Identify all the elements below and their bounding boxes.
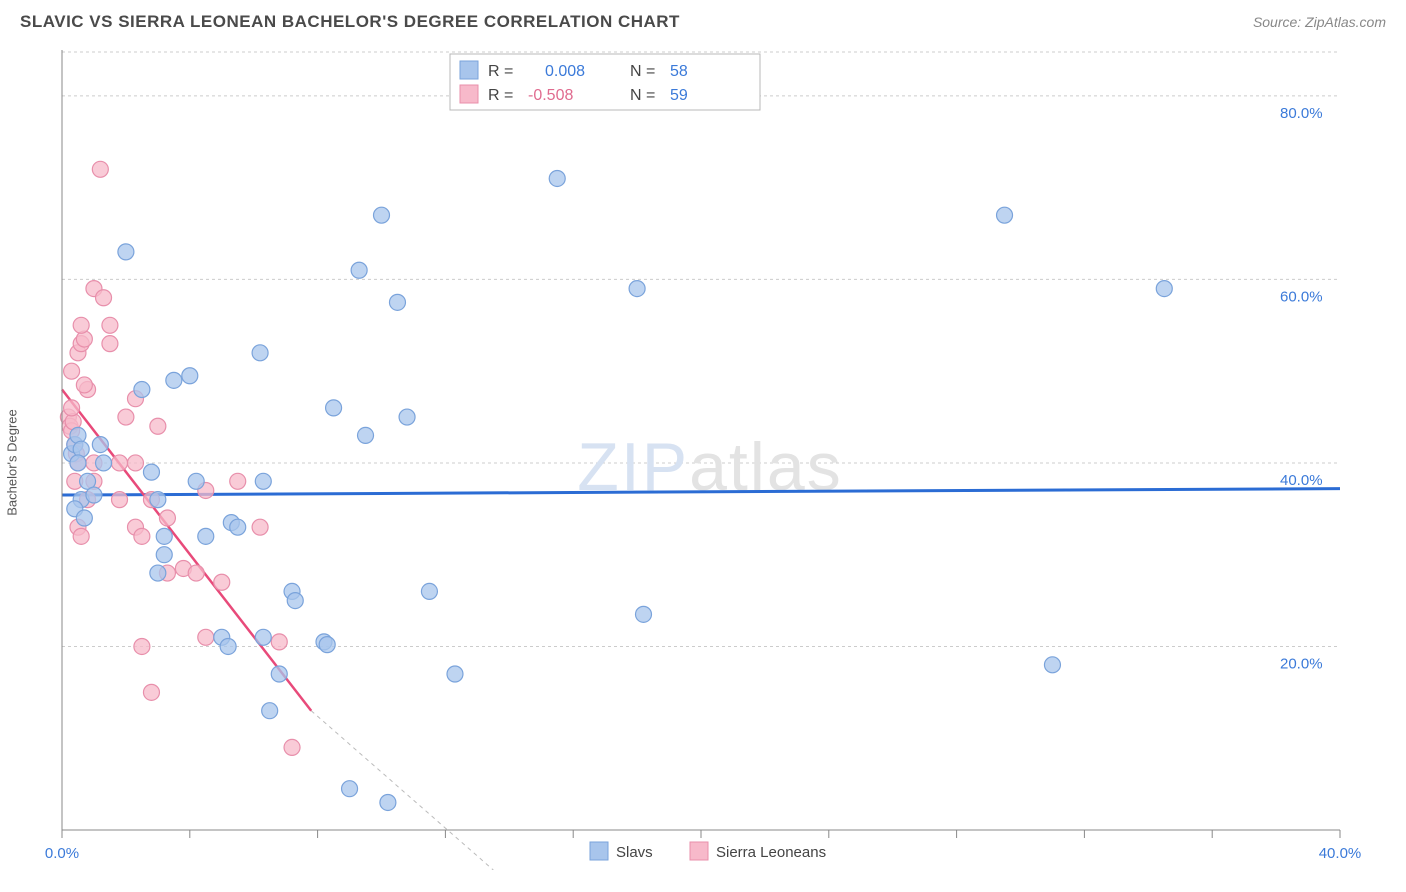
data-point [319,637,335,653]
data-point [549,170,565,186]
data-point [252,345,268,361]
data-point [255,473,271,489]
data-point [421,583,437,599]
data-point [143,684,159,700]
stats-r-sierra: -0.508 [528,87,573,104]
data-point [198,629,214,645]
data-point [358,427,374,443]
data-point [76,377,92,393]
data-point [1156,281,1172,297]
data-point [255,629,271,645]
stats-swatch-sierra [460,85,478,103]
y-tick-label: 40.0% [1280,472,1323,489]
data-point [214,574,230,590]
data-point [271,634,287,650]
y-tick-label: 20.0% [1280,655,1323,672]
data-point [102,317,118,333]
stats-n-label: N = [630,87,655,104]
data-point [118,409,134,425]
legend-swatch [590,842,608,860]
data-point [166,372,182,388]
stats-r-label: R = [488,87,513,104]
stats-swatch-slavs [460,61,478,79]
data-point [96,455,112,471]
chart-source: Source: ZipAtlas.com [1253,14,1386,30]
data-point [156,547,172,563]
data-point [252,519,268,535]
data-point [188,473,204,489]
data-point [262,703,278,719]
data-point [64,363,80,379]
x-tick-label: 40.0% [1319,845,1362,862]
chart-header: SLAVIC VS SIERRA LEONEAN BACHELOR'S DEGR… [0,0,1406,40]
data-point [150,418,166,434]
data-point [76,510,92,526]
y-axis-label: Bachelor's Degree [5,409,20,516]
data-point [188,565,204,581]
data-point [271,666,287,682]
data-point [150,565,166,581]
data-point [326,400,342,416]
data-point [64,400,80,416]
data-point [287,593,303,609]
x-tick-label: 0.0% [45,845,79,862]
data-point [997,207,1013,223]
data-point [92,161,108,177]
data-point [70,455,86,471]
data-point [342,781,358,797]
data-point [92,437,108,453]
data-point [134,528,150,544]
data-point [86,487,102,503]
data-point [629,281,645,297]
chart-title: SLAVIC VS SIERRA LEONEAN BACHELOR'S DEGR… [20,12,680,32]
data-point [150,492,166,508]
data-point [198,528,214,544]
data-point [159,510,175,526]
data-point [143,464,159,480]
y-tick-label: 80.0% [1280,105,1323,122]
stats-r-label: R = [488,63,513,80]
stats-n-sierra: 59 [670,87,688,104]
data-point [1044,657,1060,673]
legend-label: Slavs [616,844,653,861]
data-point [73,317,89,333]
stats-n-slavs: 58 [670,63,688,80]
data-point [220,638,236,654]
stats-r-slavs: 0.008 [545,63,585,80]
scatter-chart: ZIPatlas0.0%40.0%20.0%40.0%60.0%80.0%R =… [20,40,1386,870]
stats-n-label: N = [630,63,655,80]
data-point [351,262,367,278]
data-point [389,294,405,310]
data-point [374,207,390,223]
data-point [156,528,172,544]
data-point [73,528,89,544]
data-point [102,336,118,352]
data-point [96,290,112,306]
data-point [380,794,396,810]
legend-label: Sierra Leoneans [716,844,826,861]
data-point [182,368,198,384]
data-point [134,382,150,398]
data-point [112,492,128,508]
data-point [118,244,134,260]
legend-swatch [690,842,708,860]
data-point [447,666,463,682]
data-point [284,739,300,755]
data-point [230,519,246,535]
trend-extension [311,711,493,870]
y-tick-label: 60.0% [1280,288,1323,305]
data-point [635,606,651,622]
data-point [399,409,415,425]
data-point [127,455,143,471]
data-point [112,455,128,471]
data-point [134,638,150,654]
chart-container: Bachelor's Degree ZIPatlas0.0%40.0%20.0%… [20,40,1386,870]
data-point [230,473,246,489]
